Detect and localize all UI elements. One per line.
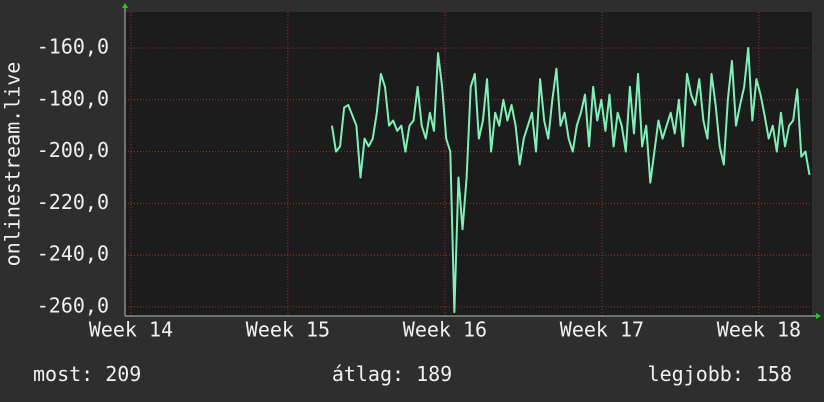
footer-stat: legjobb: 158 (648, 362, 792, 386)
footer-value: 209 (105, 362, 141, 386)
x-tick-label: Week 14 (89, 318, 173, 342)
y-tick-label: -240,0 (37, 242, 109, 266)
axis-arrow (816, 313, 821, 319)
x-tick-label: Week 15 (246, 318, 330, 342)
footer-stat: most: 209 (33, 362, 141, 386)
y-tick-label: -200,0 (37, 138, 109, 162)
y-tick-label: -180,0 (37, 86, 109, 110)
footer-value: 189 (416, 362, 452, 386)
footer-stat: átlag: 189 (332, 362, 452, 386)
series-line (330, 46, 811, 314)
y-tick-label: -220,0 (37, 190, 109, 214)
footer-value: 158 (756, 362, 792, 386)
axis-arrow (122, 3, 128, 8)
y-axis-label: onlinestream.live (1, 62, 25, 267)
footer-label: átlag: (332, 362, 404, 386)
x-tick-label: Week 16 (403, 318, 487, 342)
plot-area (125, 12, 812, 316)
footer-label: legjobb: (648, 362, 744, 386)
y-tick-label: -260,0 (37, 293, 109, 317)
footer-label: most: (33, 362, 93, 386)
x-tick-label: Week 18 (717, 318, 801, 342)
y-tick-label: -160,0 (37, 34, 109, 58)
x-tick-label: Week 17 (560, 318, 644, 342)
